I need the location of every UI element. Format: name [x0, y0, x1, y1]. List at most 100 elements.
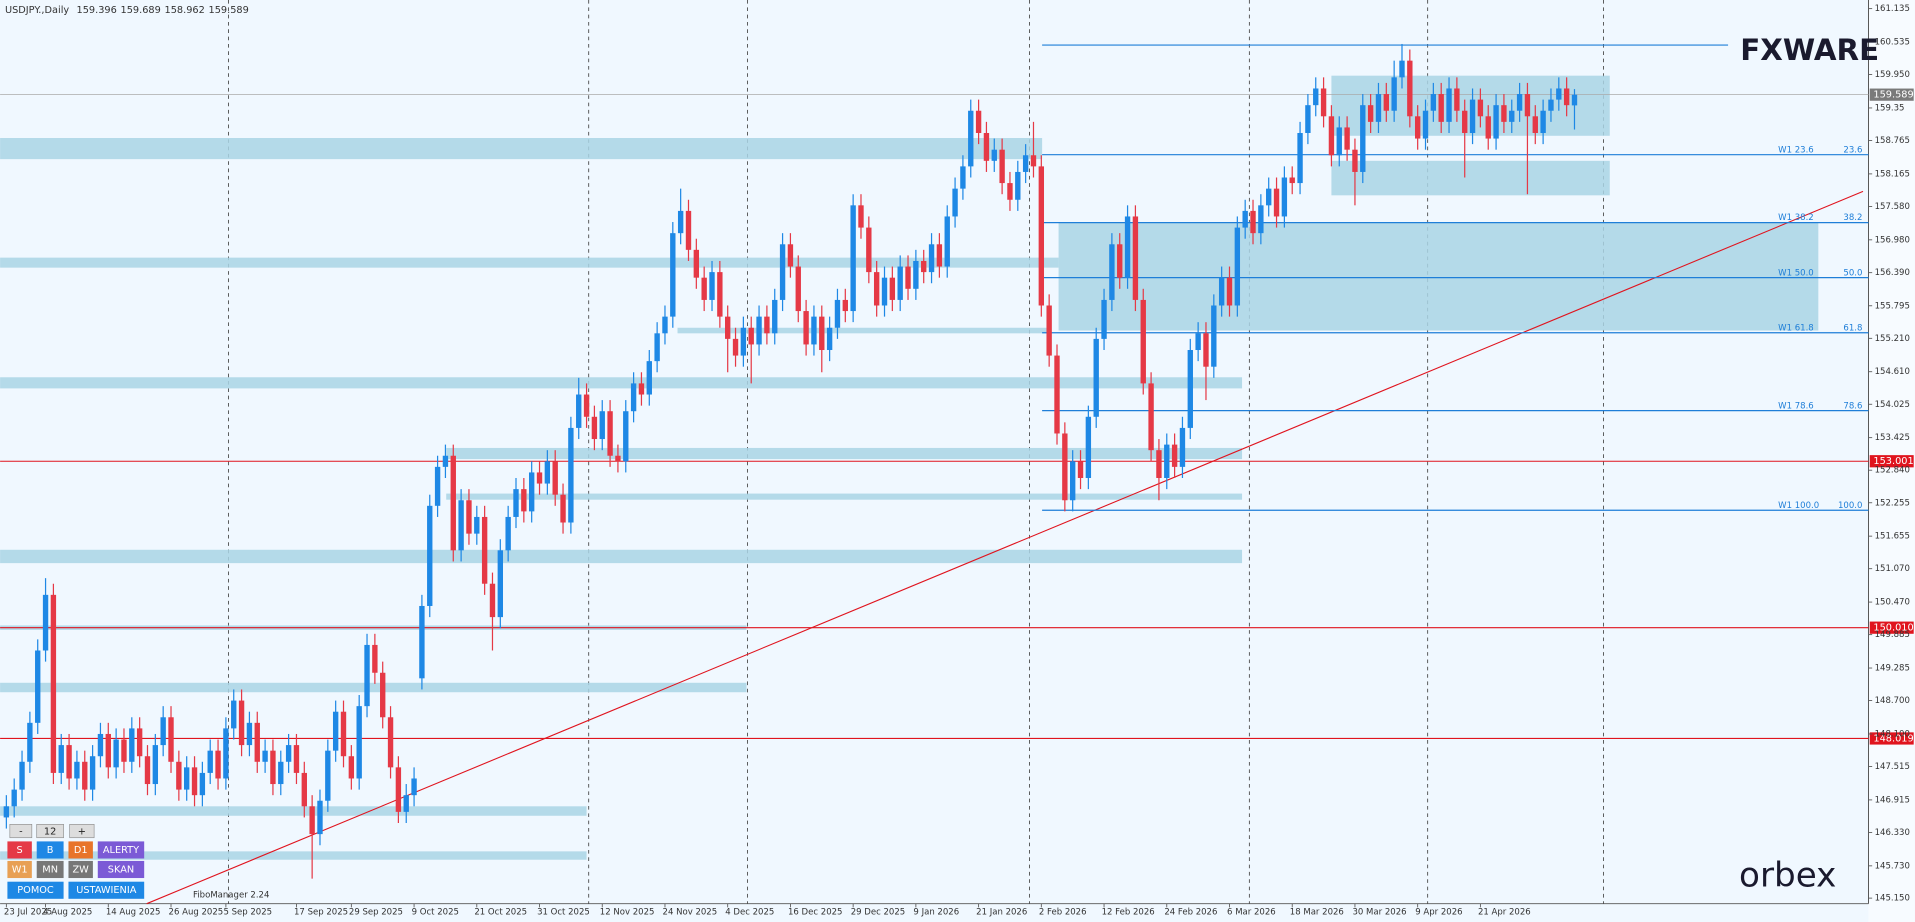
candle-body [184, 767, 190, 790]
candle-body [1085, 416, 1092, 478]
zone [1331, 160, 1610, 196]
button[interactable] [7, 881, 64, 899]
candle-body [913, 260, 919, 289]
y-tick-label: 160.535 [1875, 38, 1910, 48]
candle-body [576, 394, 582, 428]
button-label: ALERTY [103, 845, 139, 856]
button-label: B [47, 845, 54, 856]
candle-body [301, 772, 307, 807]
candle-body [1422, 110, 1429, 139]
candle-body [905, 266, 911, 289]
x-tick-label: 2 Feb 2026 [1039, 908, 1087, 918]
y-tick-label: 145.150 [1875, 894, 1910, 904]
candle-body [968, 110, 974, 167]
y-tick-label: 145.730 [1875, 861, 1910, 871]
candle-body [536, 472, 543, 484]
button[interactable] [36, 860, 64, 879]
candle-body [889, 277, 896, 300]
button[interactable] [7, 860, 32, 879]
candle-body [646, 361, 652, 395]
candle-body [623, 411, 629, 462]
button-label: SKAN [108, 864, 134, 875]
candle-body [66, 745, 72, 779]
plugin-version: FiboManager 2.24 [193, 891, 269, 901]
button[interactable] [36, 841, 64, 859]
candle-body [11, 789, 17, 807]
candle-body [1093, 338, 1099, 417]
candle-body [1148, 383, 1154, 451]
y-tick-label: 148.700 [1875, 696, 1910, 706]
candle-body [348, 756, 355, 779]
candle-body [568, 427, 574, 523]
zone [0, 257, 1059, 268]
spin-down[interactable] [9, 823, 33, 839]
y-tick-label: 157.580 [1875, 202, 1910, 212]
candle-body [380, 672, 386, 718]
candle-body [317, 800, 323, 835]
spin-value[interactable] [36, 823, 64, 839]
y-tick-label: 158.165 [1875, 169, 1910, 179]
candle-body [325, 750, 331, 801]
candle-body [160, 717, 166, 746]
y-tick-label: 158.765 [1875, 136, 1910, 146]
button[interactable] [68, 841, 93, 859]
button[interactable] [68, 860, 93, 879]
candle-body [238, 700, 245, 746]
zone [0, 851, 587, 860]
plot-area: W1 23.6 23.6 W1 38.2 38.2 W1 50.0 50.0 W1 61.8… [0, 4, 1914, 918]
button[interactable] [7, 841, 32, 859]
y-tick-label: 147.515 [1875, 762, 1910, 772]
candle-body [231, 700, 237, 729]
x-tick-label: 30 Mar 2026 [1353, 908, 1407, 918]
candle-body [873, 272, 880, 306]
candle-body [403, 795, 409, 812]
y-tick-label: 159.950 [1875, 70, 1910, 80]
x-tick-label: 24 Nov 2025 [663, 908, 718, 918]
candle-body [1454, 88, 1460, 111]
x-tick-label: 29 Sep 2025 [349, 908, 403, 918]
candle-body [740, 327, 747, 356]
button-label: POMOC [17, 885, 54, 896]
candle-body [262, 750, 268, 762]
low-value: 158.962 [165, 5, 205, 16]
candle-body [1062, 433, 1068, 501]
zone [446, 493, 1243, 500]
candle-body [662, 316, 668, 334]
candle-body [952, 188, 958, 217]
candle-body [1563, 88, 1570, 106]
candle-body [1367, 105, 1374, 122]
candle-body [1313, 88, 1319, 106]
candle-body [1195, 333, 1201, 351]
y-tick-label: 159.35 [1875, 103, 1905, 113]
button-label: D1 [74, 845, 88, 856]
candle-body [129, 728, 135, 762]
spin-down-label: - [19, 827, 23, 838]
candle-body [1273, 188, 1280, 217]
y-tick-label: 155.795 [1875, 301, 1910, 311]
candle-body [866, 227, 872, 273]
candle-body [756, 316, 762, 345]
open-value: 159.396 [77, 5, 117, 16]
candle-body [764, 316, 770, 334]
candle-body [3, 806, 10, 818]
x-tick-label: 12 Feb 2026 [1102, 908, 1155, 918]
candle-body [1532, 116, 1538, 133]
candle-body [1226, 277, 1233, 306]
control-panel: - 12 + S B D1 ALERTY W1 MN ZW SKAN POMOC… [7, 823, 145, 899]
button[interactable] [68, 881, 145, 899]
candle-body [199, 772, 206, 796]
candle-body [748, 327, 754, 345]
candle-body [1211, 305, 1217, 367]
button[interactable] [97, 841, 145, 859]
candle-body [701, 277, 707, 300]
candle-body [270, 750, 276, 785]
y-tick-label: 151.655 [1875, 532, 1910, 542]
candle-body [826, 327, 833, 351]
button[interactable] [97, 860, 145, 879]
candle-body [1485, 116, 1491, 139]
spin-up[interactable] [69, 823, 95, 839]
candle-body [42, 594, 49, 651]
fib-ratio: 23.6 [1843, 145, 1862, 155]
candle-body [1250, 210, 1256, 234]
candle-body [50, 594, 57, 773]
